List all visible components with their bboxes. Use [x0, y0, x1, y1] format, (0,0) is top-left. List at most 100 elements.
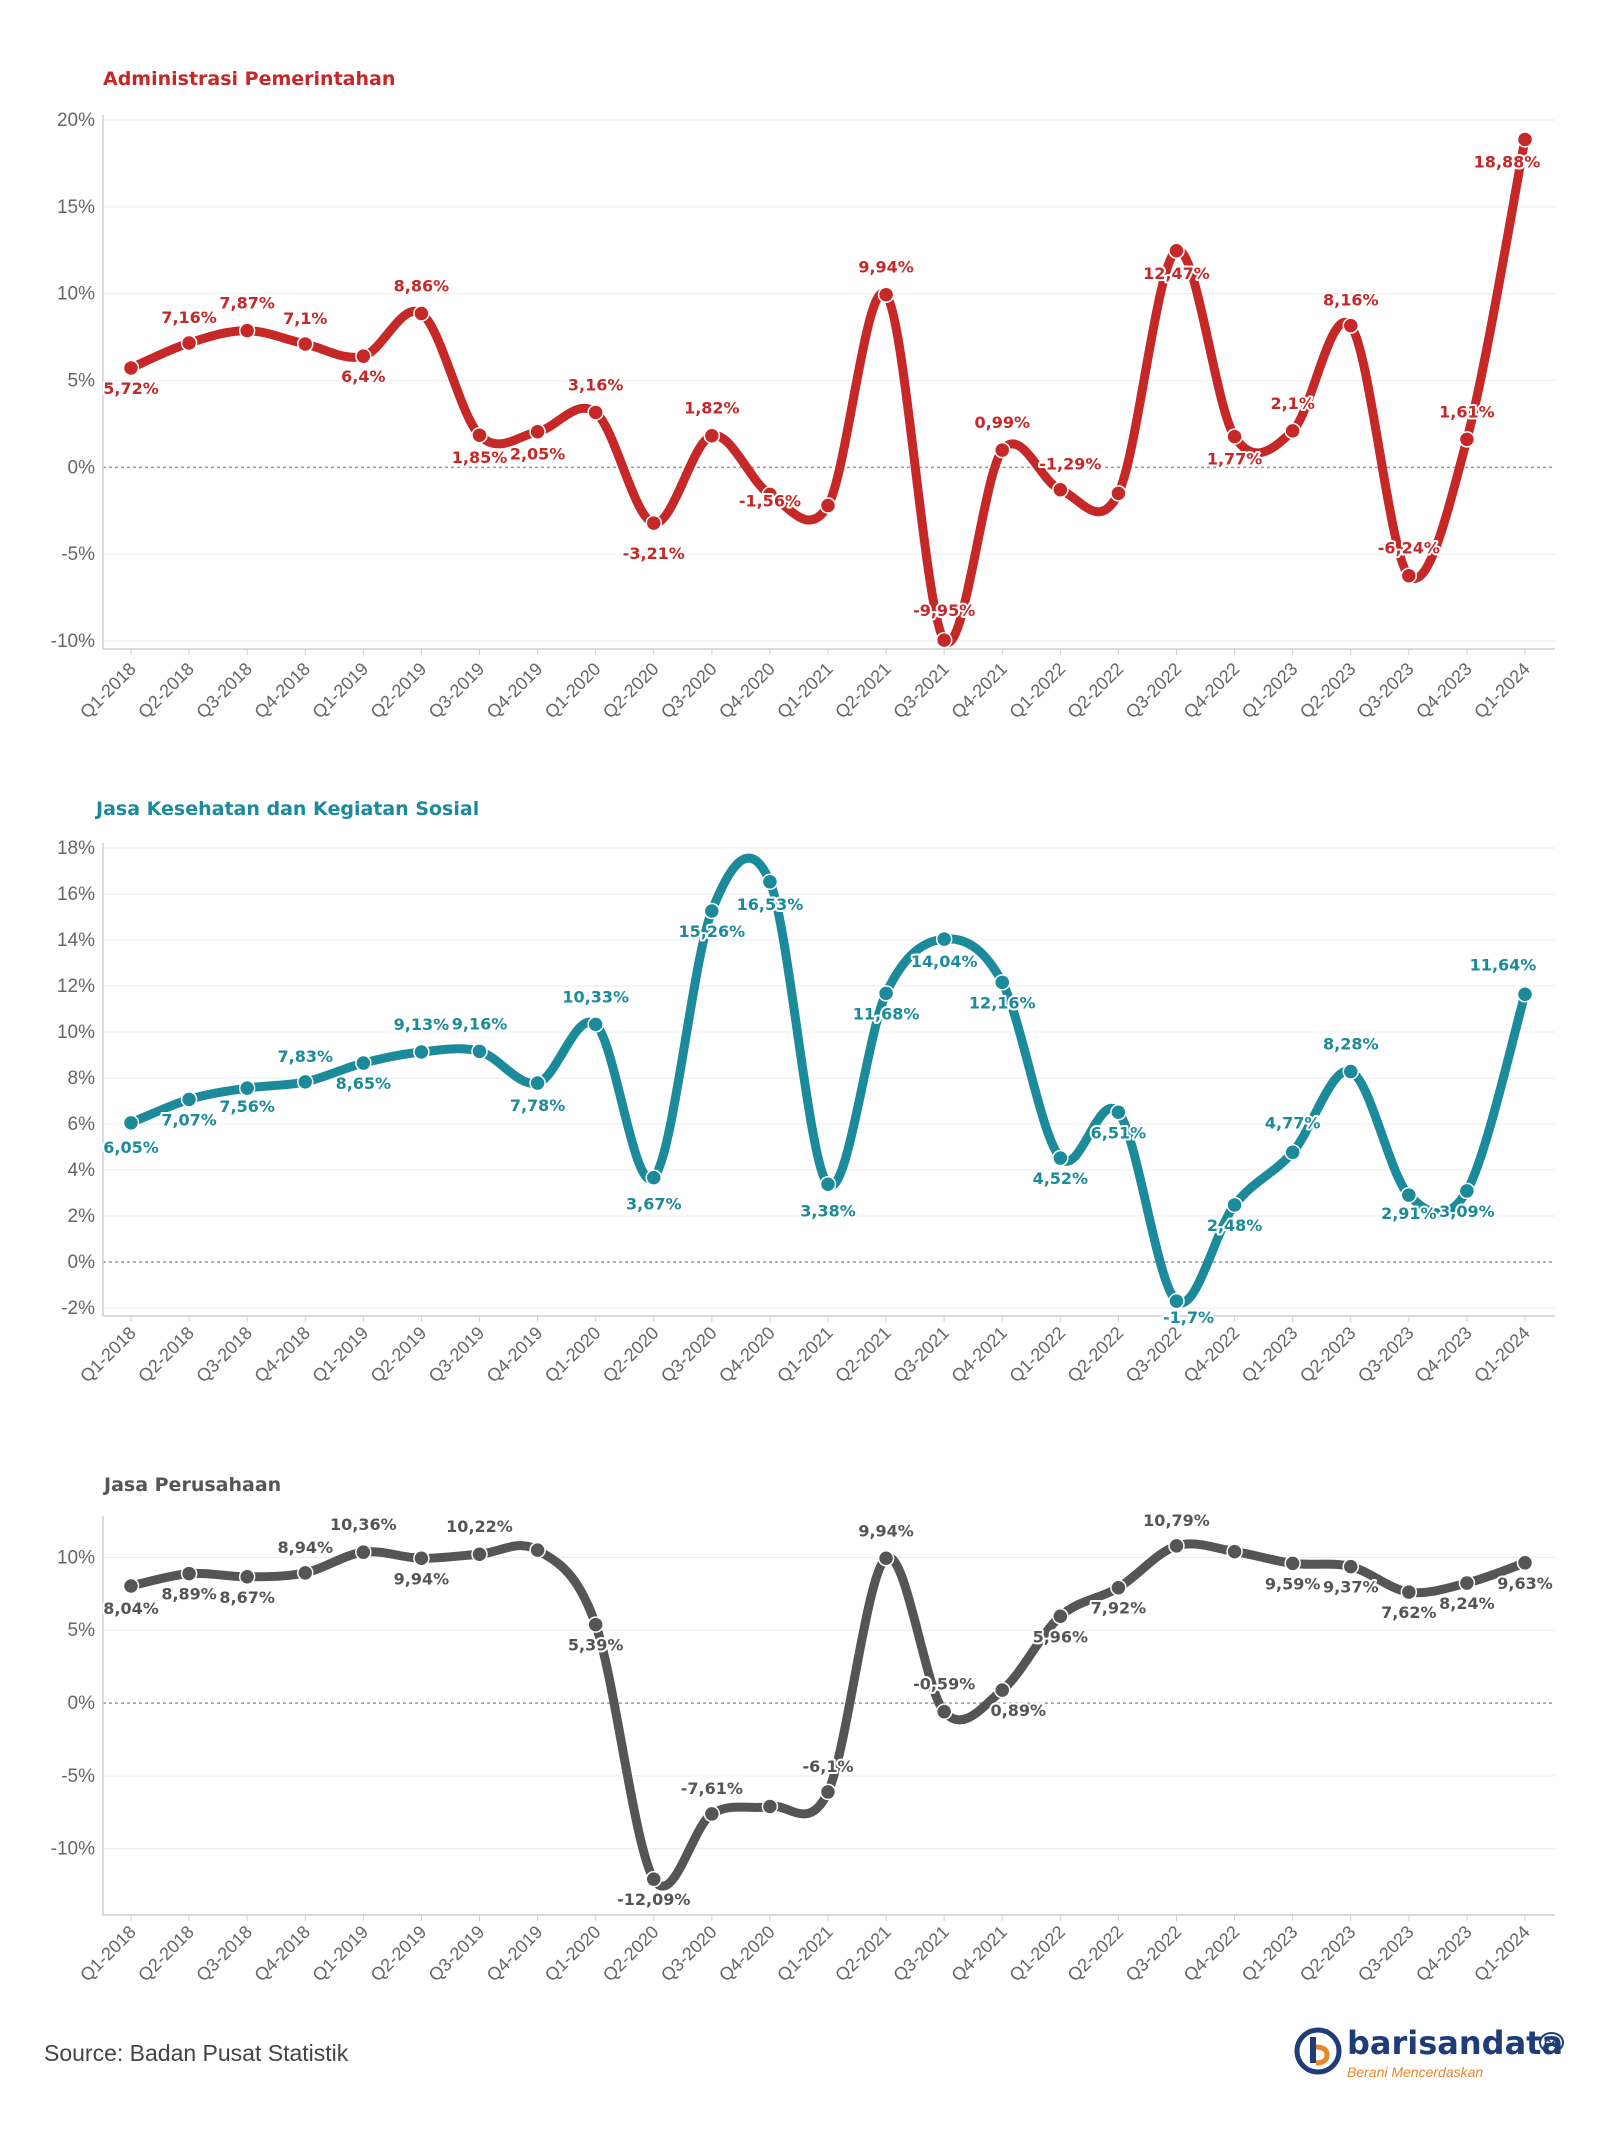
- data-label-halo: -1,7%: [1163, 1308, 1214, 1327]
- y-tick-label: 0%: [68, 1693, 96, 1714]
- data-label: 18,88%: [1474, 152, 1541, 171]
- data-label: 9,37%: [1323, 1578, 1379, 1597]
- y-tick-label: -2%: [61, 1298, 95, 1319]
- x-tick-label: Q1-2023: [1238, 1323, 1302, 1387]
- data-point: [1516, 1554, 1534, 1572]
- data-point: [761, 873, 779, 891]
- x-tick-label: Q4-2018: [250, 1323, 314, 1387]
- data-point: [1458, 431, 1476, 448]
- data-label: 8,89%: [161, 1585, 217, 1604]
- x-tick-label: Q4-2020: [715, 659, 779, 723]
- data-label: 7,87%: [219, 294, 275, 313]
- data-point: [935, 1703, 953, 1720]
- data-label-halo: 9,94%: [394, 1569, 450, 1588]
- data-label-halo: 7,16%: [161, 308, 217, 327]
- data-label-halo: 10,79%: [1143, 1511, 1210, 1530]
- logo-suffix: co: [1539, 2032, 1565, 2053]
- data-label: 6,4%: [341, 367, 385, 386]
- data-label: 10,36%: [330, 1515, 397, 1534]
- data-point: [413, 305, 430, 322]
- data-label: 8,94%: [277, 1538, 333, 1557]
- x-tick-label: Q3-2022: [1122, 1922, 1186, 1986]
- data-label-halo: 1,61%: [1439, 402, 1495, 421]
- data-label: 5,96%: [1033, 1627, 1089, 1646]
- data-label: 1,82%: [684, 399, 740, 418]
- x-tick-label: Q4-2019: [483, 1922, 547, 1986]
- data-label: 7,78%: [510, 1096, 566, 1115]
- x-tick-label: Q4-2020: [715, 1323, 779, 1387]
- chart-title-administrasi: Administrasi Pemerintahan: [103, 68, 396, 90]
- x-tick-label: Q3-2022: [1122, 659, 1186, 723]
- data-point: [355, 1054, 372, 1072]
- data-label: 10,79%: [1143, 1511, 1210, 1530]
- data-label-halo: 5,39%: [568, 1636, 624, 1655]
- data-label-halo: 8,89%: [161, 1585, 217, 1604]
- data-point: [122, 1114, 140, 1132]
- data-label-halo: 7,1%: [283, 309, 327, 328]
- data-label-halo: 3,67%: [626, 1195, 682, 1214]
- y-tick-label: 8%: [68, 1068, 96, 1089]
- data-label: 8,65%: [336, 1074, 392, 1093]
- data-label: 14,04%: [911, 952, 978, 971]
- data-point: [819, 1783, 837, 1801]
- data-label: 9,59%: [1265, 1574, 1321, 1593]
- data-label-halo: 9,63%: [1497, 1574, 1553, 1593]
- data-label-halo: 1,82%: [684, 399, 740, 418]
- data-point: [238, 322, 256, 339]
- data-label: 2,1%: [1270, 394, 1314, 413]
- data-point: [471, 1545, 488, 1563]
- data-point: [1342, 1063, 1359, 1080]
- data-point: [1400, 567, 1418, 584]
- data-label-halo: 5,72%: [103, 379, 159, 398]
- data-label-halo: 16,53%: [737, 895, 804, 914]
- data-label-halo: 9,13%: [394, 1015, 450, 1034]
- data-label: 8,24%: [1439, 1594, 1495, 1613]
- data-label: 12,16%: [969, 993, 1036, 1012]
- data-point: [761, 486, 779, 503]
- data-label: 7,1%: [283, 309, 327, 328]
- data-label: 11,68%: [853, 1004, 920, 1023]
- data-label: 9,94%: [394, 1569, 450, 1588]
- x-tick-label: Q4-2018: [250, 659, 314, 723]
- x-tick-label: Q4-2021: [947, 659, 1011, 723]
- x-tick-label: Q1-2021: [773, 659, 837, 723]
- y-tick-label: -10%: [51, 631, 95, 652]
- y-tick-label: 10%: [57, 1022, 95, 1043]
- data-point: [703, 1805, 721, 1823]
- x-tick-label: Q4-2019: [483, 659, 547, 723]
- data-label-halo: 8,04%: [103, 1599, 159, 1618]
- data-point: [587, 1616, 604, 1633]
- data-point: [1168, 1292, 1185, 1310]
- x-tick-label: Q3-2022: [1122, 1323, 1186, 1387]
- x-tick-label: Q1-2018: [76, 1922, 140, 1986]
- x-tick-label: Q4-2021: [947, 1323, 1011, 1387]
- x-tick-label: Q2-2022: [1064, 1323, 1128, 1387]
- logo-icon: [1294, 2027, 1342, 2075]
- data-point: [1226, 428, 1243, 445]
- data-point: [1226, 1196, 1243, 1214]
- data-label: 9,94%: [858, 258, 914, 277]
- data-label-halo: 6,4%: [341, 367, 385, 386]
- data-point: [1400, 1583, 1418, 1601]
- data-label: 8,86%: [394, 276, 450, 295]
- data-label-halo: 7,87%: [219, 294, 275, 313]
- x-tick-label: Q1-2023: [1238, 1922, 1302, 1986]
- data-point: [819, 497, 837, 514]
- x-tick-label: Q1-2021: [773, 1922, 837, 1986]
- x-tick-label: Q3-2020: [657, 1922, 721, 1986]
- data-point: [1052, 1149, 1069, 1167]
- x-tick-label: Q2-2018: [134, 659, 198, 723]
- data-point: [238, 1079, 256, 1097]
- chart-jasa-kesehatan: -2%0%2%4%6%8%10%12%14%16%18%Q1-2018Q2-20…: [57, 838, 1555, 1387]
- x-tick-label: Q2-2021: [831, 1323, 895, 1387]
- data-point: [935, 631, 953, 649]
- series-line: [126, 1539, 1530, 1891]
- x-tick-label: Q3-2018: [192, 659, 256, 723]
- x-tick-label: Q4-2022: [1180, 659, 1244, 723]
- data-label: 8,04%: [103, 1599, 159, 1618]
- x-tick-label: Q3-2018: [192, 1323, 256, 1387]
- data-label-halo: 7,78%: [510, 1096, 566, 1115]
- x-tick-label: Q2-2022: [1064, 1922, 1128, 1986]
- data-label-halo: 10,33%: [562, 987, 629, 1006]
- data-label-halo: 11,64%: [1470, 955, 1537, 974]
